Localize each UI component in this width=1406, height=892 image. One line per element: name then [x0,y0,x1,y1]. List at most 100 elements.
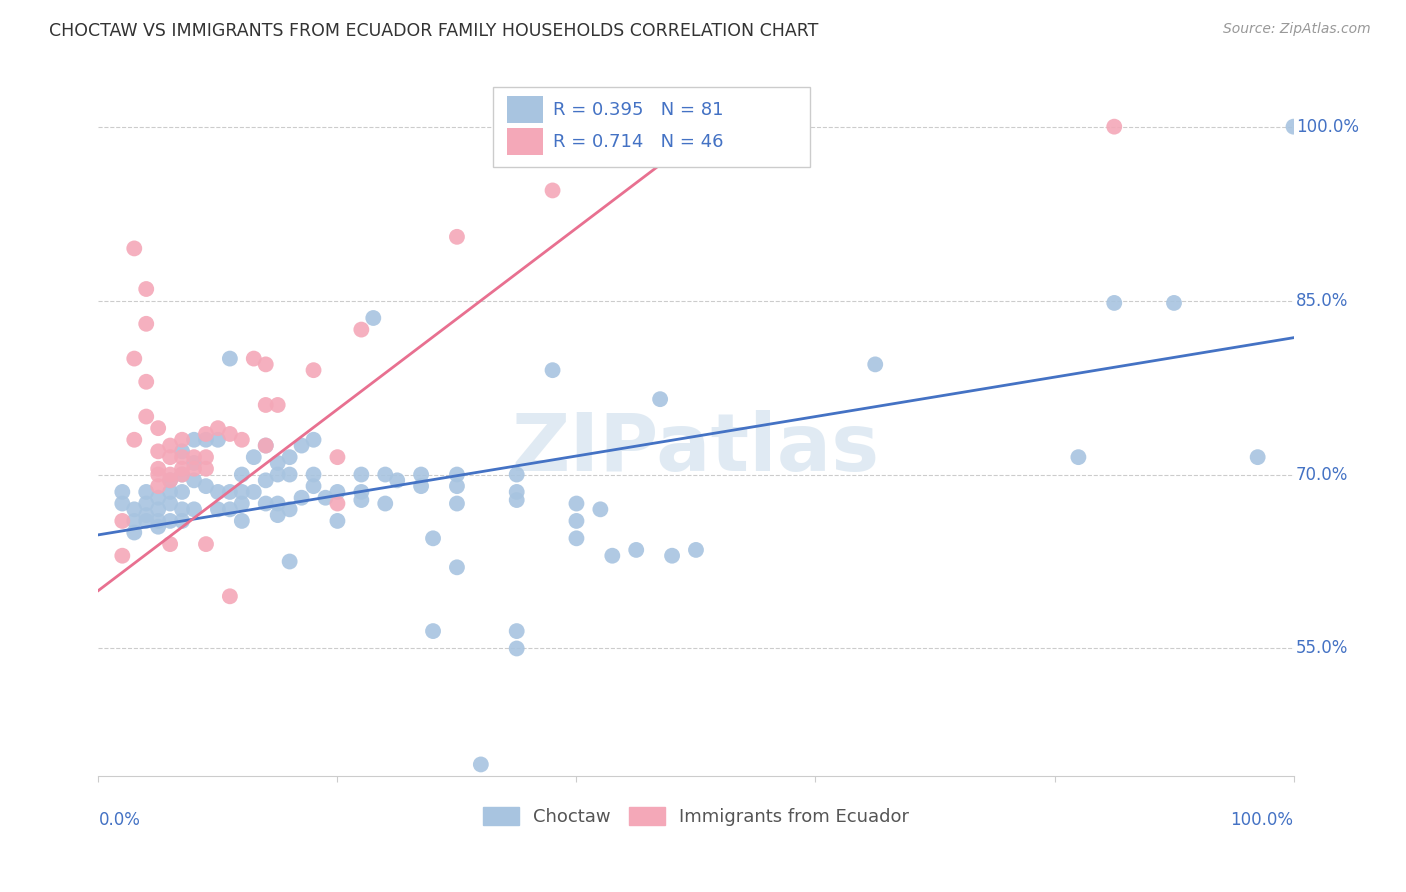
Point [374,496,396,510]
Point [1247,450,1270,464]
Point [219,590,242,604]
Point [207,502,229,516]
Point [267,496,290,510]
Point [183,433,205,447]
Text: 100.0%: 100.0% [1296,118,1360,136]
Point [135,508,157,522]
Point [326,496,349,510]
Point [135,496,157,510]
Point [1104,120,1126,134]
Point [648,392,672,407]
Text: ZIPatlas: ZIPatlas [512,410,880,488]
Point [291,491,314,505]
Point [411,479,433,493]
Point [231,484,253,499]
Point [350,493,373,508]
Point [385,473,409,487]
Point [506,624,529,639]
Point [195,462,218,476]
Point [124,242,146,256]
Point [172,433,194,447]
Point [183,462,205,476]
Point [159,514,181,528]
Point [446,230,468,244]
Point [506,641,529,656]
Point [148,462,170,476]
Point [148,502,170,516]
Point [363,311,385,326]
Text: 70.0%: 70.0% [1296,466,1348,483]
Point [172,450,194,464]
Point [148,467,170,482]
Point [148,491,170,505]
Point [159,537,181,551]
Point [219,426,242,441]
Point [470,757,492,772]
Point [446,496,468,510]
Point [172,467,194,482]
Point [350,484,373,499]
Point [626,542,648,557]
Point [1282,120,1305,134]
Point [446,560,468,574]
Point [172,462,194,476]
Point [207,484,229,499]
Bar [508,95,543,123]
Point [183,450,205,464]
Point [302,467,325,482]
Point [254,357,277,371]
Point [231,514,253,528]
Point [422,531,444,545]
Point [326,450,349,464]
Text: CHOCTAW VS IMMIGRANTS FROM ECUADOR FAMILY HOUSEHOLDS CORRELATION CHART: CHOCTAW VS IMMIGRANTS FROM ECUADOR FAMIL… [49,22,818,40]
Point [183,502,205,516]
Legend: Choctaw, Immigrants from Ecuador: Choctaw, Immigrants from Ecuador [475,799,917,833]
Point [565,531,588,545]
Point [172,484,194,499]
Point [302,363,325,377]
Point [172,467,194,482]
Point [135,375,157,389]
Point [685,542,707,557]
Point [135,514,157,528]
Point [148,444,170,458]
Point [124,525,146,540]
Point [172,502,194,516]
FancyBboxPatch shape [494,87,810,168]
Point [541,363,564,377]
Point [1163,296,1185,310]
Point [124,514,146,528]
Point [661,549,683,563]
Point [148,514,170,528]
Point [111,496,134,510]
Point [446,467,468,482]
Point [506,493,529,508]
Point [589,502,612,516]
Point [219,484,242,499]
Point [111,514,134,528]
Point [231,467,253,482]
Point [278,450,301,464]
Point [172,444,194,458]
Point [267,398,290,412]
Point [350,467,373,482]
Point [183,473,205,487]
Point [159,450,181,464]
Point [302,433,325,447]
Point [148,421,170,435]
Point [124,351,146,366]
Point [243,450,266,464]
Point [124,433,146,447]
Text: Source: ZipAtlas.com: Source: ZipAtlas.com [1223,22,1371,37]
Point [1104,296,1126,310]
Point [135,409,157,424]
Point [602,549,624,563]
Point [172,514,194,528]
Point [111,484,134,499]
Point [135,484,157,499]
Point [302,479,325,493]
Point [111,549,134,563]
Bar [508,128,543,155]
Point [254,438,277,452]
Point [195,479,218,493]
